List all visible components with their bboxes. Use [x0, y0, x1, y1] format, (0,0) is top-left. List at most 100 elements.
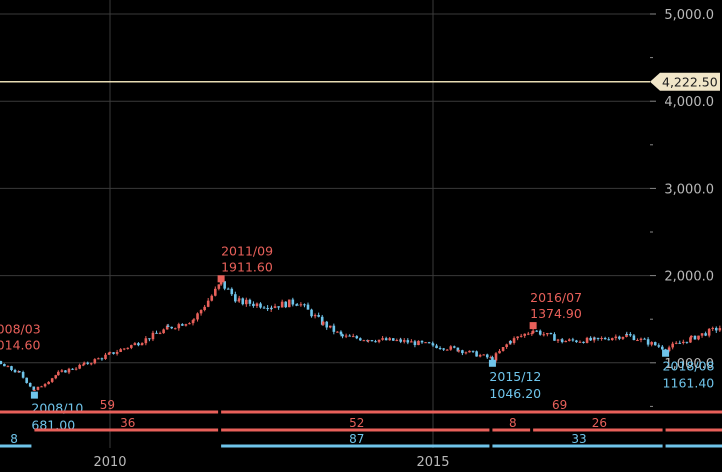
- candle-body: [219, 281, 223, 285]
- candle-body: [119, 349, 122, 352]
- low-marker: [488, 359, 496, 367]
- candle-body: [237, 298, 241, 300]
- candle-body: [582, 341, 585, 343]
- y-tick-label: 3,000.0: [664, 182, 714, 197]
- candle-body: [693, 335, 697, 340]
- candle-body: [213, 288, 217, 296]
- candle-body: [351, 336, 355, 338]
- candle-body: [678, 342, 682, 344]
- high-date-label: 2008/03: [0, 322, 41, 337]
- candle-body: [589, 337, 592, 341]
- candle-body: [553, 334, 556, 341]
- candle-body: [538, 330, 542, 335]
- candle-body: [21, 372, 25, 378]
- candle-body: [384, 338, 388, 341]
- candle-body: [424, 342, 427, 344]
- candle-body: [600, 337, 603, 339]
- candle-body: [578, 341, 582, 343]
- cycle-band-label: 36: [120, 416, 135, 430]
- candle-body: [512, 338, 516, 343]
- candle-body: [388, 338, 392, 341]
- candle-body: [714, 327, 718, 331]
- candle-body: [320, 316, 324, 325]
- candle-body: [54, 375, 58, 379]
- candle-body: [226, 288, 230, 290]
- candle-body: [93, 359, 97, 364]
- y-tick-label: 4,000.0: [664, 95, 714, 110]
- high-price-label: 1911.60: [221, 259, 273, 274]
- candle-body: [523, 333, 527, 336]
- candle-body: [270, 307, 273, 309]
- candle-body: [191, 320, 195, 324]
- candle-body: [519, 335, 523, 337]
- candle-body: [560, 339, 564, 343]
- candle-body: [431, 343, 435, 346]
- candle-body: [449, 346, 453, 350]
- candle-body: [697, 335, 700, 340]
- candle-body: [625, 334, 629, 336]
- candle-body: [625, 334, 628, 337]
- candle-body: [299, 304, 303, 306]
- candle-body: [610, 338, 614, 341]
- candle-body: [184, 324, 188, 326]
- candle-body: [115, 351, 119, 354]
- candle-body: [370, 340, 374, 342]
- candle-body: [707, 328, 711, 336]
- high-price-label: 1374.90: [530, 306, 582, 321]
- candle-body: [468, 350, 471, 353]
- candle-body: [32, 386, 36, 391]
- candle-body: [413, 341, 417, 346]
- candle-body: [682, 341, 685, 343]
- candle-body: [498, 350, 501, 354]
- candle-body: [10, 366, 13, 371]
- candle-body: [526, 333, 530, 335]
- candle-body: [81, 364, 85, 366]
- candle-body: [141, 343, 144, 345]
- candle-body: [456, 347, 460, 352]
- candle-body: [122, 348, 126, 350]
- candle-body: [339, 331, 343, 335]
- candle-body: [341, 334, 344, 337]
- candle-body: [108, 352, 112, 354]
- candle-body: [181, 324, 184, 326]
- candle-body: [6, 366, 10, 368]
- candle-body: [74, 368, 78, 370]
- candle-body: [575, 340, 578, 343]
- candle-body: [546, 333, 549, 335]
- candle-body: [60, 370, 64, 372]
- candle-body: [621, 336, 625, 339]
- candle-body: [173, 328, 177, 330]
- low-marker: [662, 349, 670, 357]
- candle-body: [223, 281, 226, 289]
- candle-body: [166, 325, 170, 327]
- candle-body: [82, 362, 86, 365]
- candle-body: [461, 350, 464, 354]
- high-date-label: 2011/09: [221, 243, 273, 258]
- high-marker: [529, 322, 537, 330]
- candle-body: [57, 371, 60, 376]
- candle-body: [402, 340, 406, 342]
- candle-body: [217, 284, 221, 289]
- candle-body: [690, 335, 693, 338]
- candle-body: [632, 335, 636, 341]
- candle-body: [485, 354, 489, 358]
- candle-body: [25, 377, 28, 383]
- candle-body: [420, 340, 424, 343]
- cycle-band-label: 8: [509, 416, 517, 430]
- candle-body: [618, 336, 621, 339]
- candle-body: [28, 382, 32, 387]
- candle-body: [359, 338, 362, 341]
- candle-body: [255, 303, 259, 307]
- candle-body: [509, 340, 512, 343]
- candle-body: [321, 321, 325, 325]
- candle-body: [203, 306, 206, 311]
- candle-body: [313, 315, 317, 317]
- candle-body: [646, 339, 650, 345]
- candle-body: [607, 339, 611, 341]
- candle-body: [291, 299, 295, 305]
- candle-body: [50, 378, 54, 382]
- candle-body: [435, 345, 438, 349]
- candle-body: [442, 348, 445, 350]
- candle-body: [241, 298, 245, 305]
